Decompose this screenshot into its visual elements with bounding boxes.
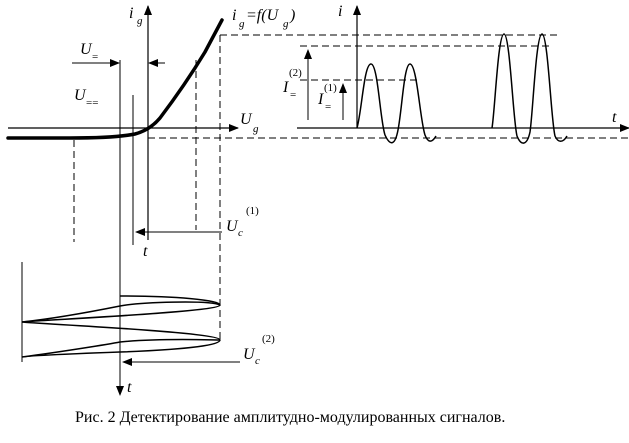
am-input-wave-upper <box>21 301 221 323</box>
i-axis-label: i <box>338 3 342 20</box>
i1-sub: = <box>325 101 331 113</box>
characteristic-curve <box>6 18 224 140</box>
uc2-sup: (2) <box>262 333 275 345</box>
i1-label: I <box>317 91 324 108</box>
func-label-g1: g <box>239 18 245 30</box>
i2-sup: (2) <box>289 67 302 79</box>
u-eqeq-sub: == <box>86 97 98 109</box>
i1-sup: (1) <box>324 82 337 94</box>
figure-caption: Рис. 2 Детектирование амплитудно-модулир… <box>75 409 505 426</box>
u-eq-label: U <box>80 41 93 58</box>
uc1-sup: (1) <box>246 205 259 217</box>
i2-sub: = <box>290 89 296 101</box>
t-right-label: t <box>612 109 617 126</box>
i2-label: I <box>282 79 289 96</box>
u-eqeq-label: U <box>74 87 87 104</box>
u-eq-sub: = <box>92 51 98 63</box>
pulses-large <box>491 33 568 144</box>
ig-axis-label: i <box>129 5 133 22</box>
t-mid-label: t <box>143 243 148 260</box>
pulses-small <box>356 63 437 144</box>
func-label-close: ) <box>289 7 295 24</box>
uc2-sub: c <box>255 355 260 367</box>
ig-axis-sub: g <box>137 15 143 27</box>
uc1-sub: c <box>238 227 243 239</box>
ug-axis-sub: g <box>253 123 259 135</box>
ug-axis-label: U <box>240 111 253 128</box>
t-bottom-label: t <box>127 379 132 396</box>
func-label-eq: =f(U <box>246 7 280 24</box>
func-label-i: i <box>232 7 236 24</box>
uc2-label: U <box>243 346 256 363</box>
func-label-g2: g <box>283 18 289 30</box>
uc1-label: U <box>226 218 239 235</box>
